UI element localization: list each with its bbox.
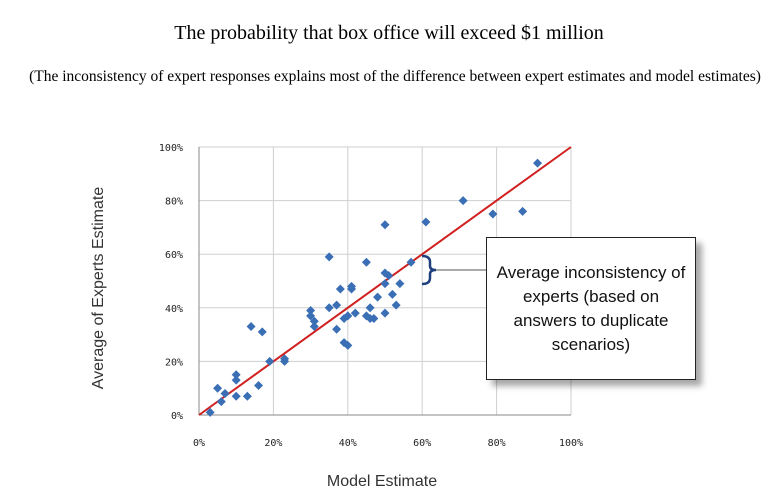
data-point [380, 220, 390, 230]
data-point [373, 292, 383, 302]
data-point [488, 209, 498, 219]
data-point [216, 397, 226, 407]
data-point [231, 375, 241, 385]
x-tick-label: 0% [193, 438, 205, 449]
data-point [384, 271, 394, 281]
data-point [332, 324, 342, 334]
annotation-callout: Average inconsistency of experts (based … [486, 237, 696, 380]
x-tick-labels: 0% 20% 40% 60% 80% 100% [193, 438, 583, 449]
y-tick-label: 60% [165, 250, 183, 261]
y-axis-label: Average of Experts Estimate [90, 187, 107, 390]
data-point [213, 383, 223, 393]
data-point [458, 196, 468, 206]
data-point [309, 322, 319, 332]
x-tick-label: 40% [339, 438, 357, 449]
data-point [231, 391, 241, 401]
x-tick-label: 100% [559, 438, 583, 449]
data-point [380, 279, 390, 289]
data-point [231, 370, 241, 380]
data-point [324, 252, 334, 262]
y-tick-label: 20% [165, 357, 183, 368]
y-tick-label: 100% [159, 143, 183, 154]
data-point [220, 389, 230, 399]
x-tick-label: 20% [264, 438, 282, 449]
data-point [205, 407, 215, 417]
data-point [257, 327, 267, 337]
data-point [365, 303, 375, 313]
data-point [406, 257, 416, 267]
data-point [421, 217, 431, 227]
data-point [533, 158, 543, 168]
data-point [242, 391, 252, 401]
data-point [332, 300, 342, 310]
data-point [306, 311, 316, 321]
y-tick-label: 0% [171, 411, 183, 422]
data-point [343, 311, 353, 321]
chart-title: The probability that box office will exc… [174, 22, 604, 44]
x-tick-label: 60% [413, 438, 431, 449]
data-point [335, 284, 345, 294]
data-points [205, 158, 543, 417]
x-axis-label: Model Estimate [327, 473, 437, 490]
data-point [361, 257, 371, 267]
data-point [518, 206, 528, 216]
chart-subtitle: (The inconsistency of expert responses e… [29, 68, 761, 85]
data-point [347, 281, 357, 291]
data-point [343, 340, 353, 350]
data-point [246, 322, 256, 332]
data-point [350, 308, 360, 318]
data-point [306, 305, 316, 315]
data-point [395, 279, 405, 289]
data-point [369, 314, 379, 324]
data-point [254, 381, 264, 391]
inconsistency-bracket [421, 254, 486, 286]
data-point [280, 356, 290, 366]
y-tick-label: 80% [165, 197, 183, 208]
x-tick-label: 80% [488, 438, 506, 449]
data-point [265, 356, 275, 366]
y-tick-label: 40% [165, 304, 183, 315]
y-tick-labels: 0% 20% 40% 60% 80% 100% [159, 143, 183, 422]
curly-bracket [421, 254, 437, 286]
data-point [380, 308, 390, 318]
data-point [324, 303, 334, 313]
data-point [309, 316, 319, 326]
data-point [391, 300, 401, 310]
data-point [387, 289, 397, 299]
